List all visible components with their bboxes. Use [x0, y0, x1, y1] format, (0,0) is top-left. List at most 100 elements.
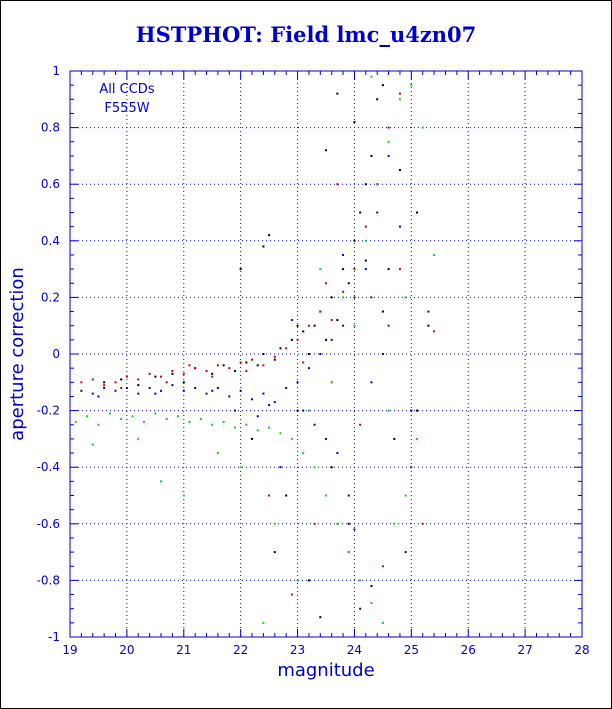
data-point — [211, 372, 214, 375]
data-point — [290, 593, 293, 596]
data-point — [359, 607, 362, 610]
data-point — [256, 429, 259, 432]
data-point — [302, 409, 305, 412]
y-tick-label: -1 — [48, 630, 60, 644]
data-point — [285, 494, 288, 497]
data-point — [268, 494, 271, 497]
x-tick-label: 24 — [347, 643, 362, 657]
data-point — [268, 426, 271, 429]
data-point — [103, 386, 106, 389]
data-point — [336, 183, 339, 186]
y-tick-label: 0.4 — [41, 234, 60, 248]
data-point — [307, 353, 310, 355]
data-point — [302, 330, 305, 333]
data-point — [182, 381, 185, 384]
data-point — [347, 551, 350, 554]
y-tick-label: -0.6 — [37, 517, 60, 531]
data-point — [376, 211, 379, 214]
data-point — [262, 245, 265, 248]
data-point — [433, 253, 436, 256]
data-point — [233, 369, 236, 372]
data-point — [342, 290, 345, 293]
x-tick-label: 22 — [233, 643, 248, 657]
data-point — [160, 389, 163, 392]
data-point — [137, 384, 140, 387]
data-point — [285, 386, 288, 389]
data-point — [353, 528, 356, 531]
data-point — [245, 423, 248, 426]
data-point — [433, 330, 436, 333]
data-point — [194, 367, 197, 370]
data-point — [325, 494, 327, 497]
data-point — [228, 367, 231, 370]
y-tick-label: 0.6 — [41, 177, 60, 191]
data-point — [91, 443, 94, 446]
data-point — [251, 398, 254, 401]
data-point — [273, 401, 276, 404]
data-point — [91, 392, 94, 395]
data-point — [296, 324, 299, 327]
data-point — [404, 551, 407, 554]
data-point — [103, 381, 106, 384]
data-point — [416, 211, 419, 214]
data-point — [319, 310, 322, 313]
data-point — [370, 585, 373, 588]
data-point — [148, 372, 151, 375]
data-point — [188, 364, 191, 367]
data-point — [97, 423, 100, 426]
data-point — [307, 324, 310, 327]
data-point — [154, 412, 157, 415]
x-tick-label: 19 — [62, 643, 77, 657]
data-point — [342, 253, 345, 256]
data-point — [398, 225, 401, 228]
data-point — [245, 369, 248, 372]
data-point — [296, 409, 299, 412]
x-tick-label: 28 — [574, 643, 589, 657]
x-axis-label: magnitude — [277, 660, 374, 681]
data-point — [370, 296, 373, 299]
axis-ticks — [69, 70, 583, 638]
data-point — [370, 154, 373, 157]
data-point — [137, 437, 140, 440]
data-point — [353, 296, 356, 299]
data-point — [421, 126, 424, 129]
data-point — [125, 386, 128, 389]
data-point — [302, 361, 305, 364]
grid-lines — [70, 71, 582, 637]
data-point — [182, 372, 185, 375]
data-point — [353, 268, 356, 271]
data-point — [364, 225, 367, 228]
data-point — [313, 466, 316, 469]
data-point — [171, 372, 174, 375]
data-point — [160, 375, 163, 378]
data-point — [330, 296, 333, 299]
data-point — [421, 522, 424, 525]
data-point — [307, 367, 310, 370]
data-point — [319, 353, 322, 355]
data-point — [313, 423, 316, 426]
data-point — [370, 75, 373, 78]
data-point — [114, 381, 117, 384]
data-point — [182, 494, 185, 497]
data-point — [177, 415, 180, 418]
data-point — [364, 183, 367, 186]
data-point — [427, 310, 430, 313]
y-tick-label: -0.8 — [37, 573, 60, 587]
data-point — [142, 420, 145, 423]
data-point — [381, 565, 384, 568]
data-point — [319, 616, 322, 619]
data-point — [91, 378, 94, 381]
data-point — [347, 282, 350, 285]
data-point — [342, 324, 345, 327]
data-point — [398, 169, 401, 172]
data-point — [302, 452, 305, 455]
data-point — [148, 386, 151, 389]
data-point — [342, 296, 345, 299]
y-tick-label: 0 — [52, 347, 60, 361]
data-point — [376, 183, 379, 186]
data-point — [120, 418, 123, 421]
data-point — [347, 522, 350, 525]
data-point — [228, 395, 231, 398]
data-point — [393, 437, 396, 440]
